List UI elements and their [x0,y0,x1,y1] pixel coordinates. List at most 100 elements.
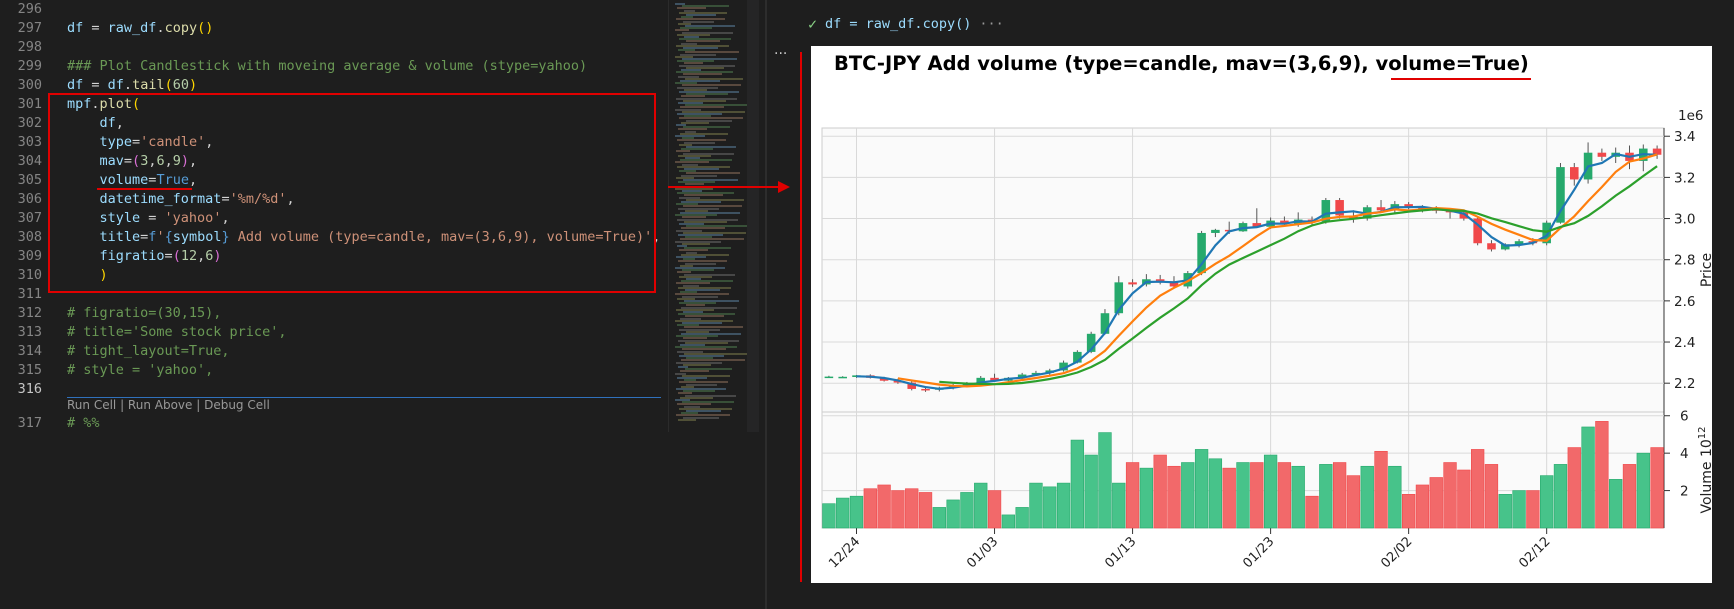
minimap-line [684,352,747,355]
output-menu-icon[interactable]: ··· [774,46,788,62]
minimap-line [684,405,700,408]
volume-bar [1429,477,1443,529]
volume-bar [1553,464,1568,529]
line-number: 299 [17,58,42,74]
code-token: ( [132,153,141,169]
minimap-line [675,108,701,111]
code-line[interactable]: 296 [0,0,668,19]
code-text: df, [67,114,124,133]
minimap-line [675,187,713,190]
code-line[interactable]: 316 [0,380,668,399]
candle-body [907,382,917,389]
minimap-line [686,198,744,201]
volume-bar [1622,464,1637,529]
minimap-line [678,154,711,157]
editor-scrollbar[interactable] [747,0,759,432]
minimap-line [681,227,725,230]
code-line[interactable]: 299 ### Plot Candlestick with moveing ave… [0,57,668,76]
volume-bar [1056,482,1071,529]
code-text: title=f'{symbol} Add volume (type=candle… [67,228,661,247]
output-cell-header[interactable]: ✓ df = raw_df.copy() ··· [808,13,1004,35]
codelens-run-cell[interactable]: Run Cell | Run Above | Debug Cell [67,398,270,412]
code-token: = [83,77,108,93]
volume-tick-label: 6 [1680,409,1689,425]
minimap-line [679,302,716,305]
minimap-line [675,399,690,401]
minimap-line [676,282,710,285]
line-number: 313 [17,324,42,340]
code-token: True [156,172,189,188]
line-number: 307 [17,210,42,226]
minimap-line [677,297,695,300]
code-token: # title='Some stock price', [67,324,287,340]
minimap-line [686,225,748,228]
code-line[interactable]: 303 type='candle', [0,133,668,152]
code-line[interactable]: 314 # tight_layout=True, [0,342,668,361]
code-line[interactable]: 307 style = 'yahoo', [0,209,668,228]
code-token: , [205,134,214,150]
code-line[interactable]: 301 mpf.plot( [0,95,668,114]
code-token: , [164,153,173,169]
minimap-line [681,253,729,256]
minimap-line [684,88,707,91]
code-token: title [99,229,141,245]
code-line[interactable]: 312 # figratio=(30,15), [0,304,668,323]
minimap-line [680,396,713,399]
x-tick-label: 02/12 [1516,534,1553,571]
code-token: # tight_layout=True, [67,343,230,359]
volume-bar [1609,479,1623,529]
code-line[interactable]: 302 df, [0,114,668,133]
code-line[interactable]: 306 datetime_format='%m/%d', [0,190,668,209]
minimap-line [681,306,737,309]
minimap-line [681,174,717,177]
code-line[interactable]: 311 [0,285,668,304]
line-number: 317 [17,415,42,431]
code-line[interactable]: 310 ) [0,266,668,285]
minimap-line [686,119,732,122]
minimap-line [683,20,714,23]
code-token: . [91,96,100,112]
line-number: 315 [17,362,42,378]
minimap-line [676,256,706,258]
x-tick-label: 12/24 [826,534,863,571]
minimap-line [682,322,722,324]
pane-divider[interactable] [765,0,767,609]
volume-bar [1263,454,1278,529]
price-tick-label: 3.2 [1674,170,1695,186]
minimap-line [679,38,731,41]
code-line[interactable]: 305 volume=True, [0,171,668,190]
volume-bar [1236,462,1250,529]
volume-bar [960,492,974,529]
code-token: ) [99,267,108,283]
minimap-line [679,11,727,14]
price-tick-label: 2.4 [1674,335,1695,351]
code-line[interactable]: 315 # style = 'yahoo', [0,361,668,380]
code-line[interactable]: 297 df = raw_df.copy() [0,19,668,38]
price-tick-label: 3.0 [1674,212,1695,228]
minimap-line [686,410,721,412]
chart-title: BTC-JPY Add volume (type=candle, mav=(3,… [834,52,1529,75]
more-icon[interactable]: ··· [979,16,1004,32]
code-line[interactable]: 298 [0,38,668,57]
minimap-line [682,295,718,298]
code-line[interactable]: 309 figratio=(12,6) [0,247,668,266]
minimap-line [675,3,685,5]
minimap-line [676,150,690,153]
minimap-line [675,29,689,32]
code-text: style = 'yahoo', [67,209,230,228]
volume-bar [836,497,850,529]
minimap-line [682,31,733,34]
code-editor[interactable]: 296 297 df = raw_df.copy() 298 299 ### Plot C… [0,0,668,432]
volume-bar [987,490,1002,529]
code-line[interactable]: 313 # title='Some stock price', [0,323,668,342]
code-line[interactable]: 308 title=f'{symbol} Add volume (type=ca… [0,228,668,247]
code-line[interactable]: 317 # %% [0,414,668,433]
code-token: ( [132,96,141,112]
volume-bar [1222,467,1236,529]
line-number: 308 [17,229,42,245]
minimap[interactable] [668,0,748,432]
code-line[interactable]: 300 df = df.tail(60) [0,76,668,95]
price-tick-label: 2.6 [1674,294,1695,310]
code-token: = [83,20,108,36]
code-line[interactable]: 304 mav=(3,6,9), [0,152,668,171]
